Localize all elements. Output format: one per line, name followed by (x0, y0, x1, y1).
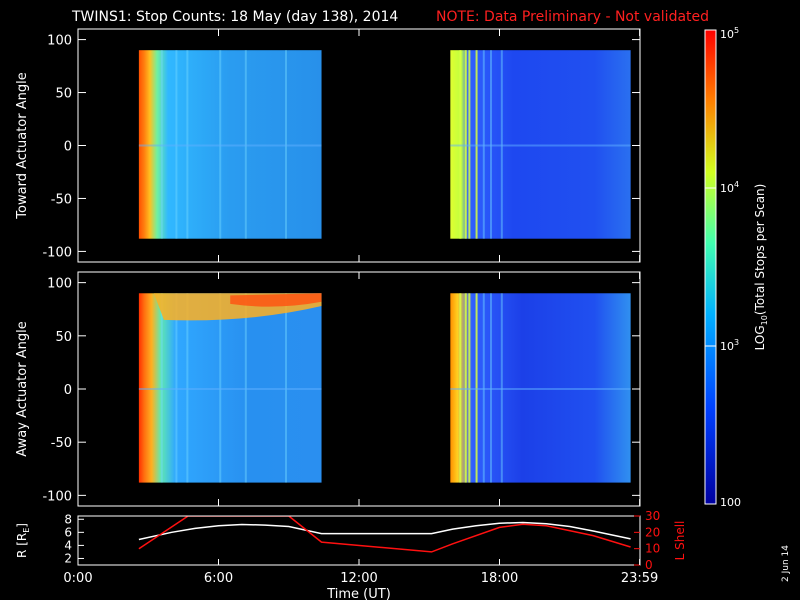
y-tick-label: 4 (64, 538, 72, 552)
y-axis-label-main: R [R (15, 533, 29, 558)
x-tick-label: 12:00 (340, 571, 377, 586)
y-axis-label-close: ] (15, 523, 29, 528)
heatmap-stripe (175, 293, 178, 483)
heatmap-stripe (459, 50, 462, 239)
heatmap-block (450, 50, 631, 239)
toward-angle-panel: 100 50 0 -50 -100 Toward Actuator Angle (15, 28, 641, 263)
x-tick-label: 23:59 (621, 571, 658, 586)
away-angle-panel: 100 50 0 -50 -100 Away Actuator Angle (15, 271, 641, 507)
heatmap-stripe (464, 50, 467, 239)
y-tick-label: 50 (55, 330, 72, 345)
heatmap-stripe (482, 293, 485, 483)
y-tick-label: 100 (47, 277, 72, 292)
heatmap-stripe (500, 50, 503, 239)
y-tick-label: -50 (51, 436, 72, 451)
radius-line (138, 521, 631, 541)
y2-axis-label: L Shell (673, 521, 687, 561)
heatmap-stripe (219, 50, 222, 239)
heatmap-stripe (175, 50, 178, 239)
y-tick-label: 8 (64, 512, 72, 526)
heatmap-block (138, 293, 322, 483)
y-tick-label: 0 (64, 383, 72, 398)
heatmap-stripe (186, 293, 189, 483)
y2-tick-label: 10 (645, 542, 660, 556)
y-tick-label: -100 (42, 489, 72, 504)
heatmap-stripe (489, 50, 492, 239)
data-note: NOTE: Data Preliminary - Not validated (436, 9, 709, 25)
colorbar-tick-label: 100 (720, 496, 741, 509)
zero-angle-streak (450, 388, 631, 390)
chart-title: TWINS1: Stop Counts: 18 May (day 138), 2… (71, 9, 398, 25)
x-tick-label: 0:00 (63, 571, 92, 586)
y-tick-label: 50 (55, 87, 72, 102)
y-tick-label: 2 (64, 551, 72, 565)
y-tick-label: 6 (64, 525, 72, 539)
y2-tick-label: 30 (645, 509, 660, 523)
l-shell-line (138, 516, 631, 553)
heatmap-block (138, 50, 322, 239)
y-axis-label-sub: E (22, 528, 31, 533)
date-stamp: 2 Jun 14 (781, 545, 791, 582)
y-tick-label: -100 (42, 245, 72, 260)
heatmap-stripe (285, 50, 288, 239)
colorbar-tick-base: 10 (720, 182, 734, 195)
colorbar-tick-base: 10 (720, 28, 734, 41)
y-tick-label: 0 (64, 140, 72, 155)
zero-angle-streak (138, 388, 322, 390)
heatmap-stripe (459, 293, 462, 483)
y2-tick-label: 0 (645, 558, 653, 572)
colorbar-label-rest: (Total Stops per Scan) (753, 184, 767, 315)
heatmap-stripe (186, 50, 189, 239)
y-axis-label: R [RE] (15, 523, 31, 558)
colorbar-tick-exp: 5 (734, 26, 739, 35)
heatmap-stripe (160, 50, 163, 239)
y-tick-label: 100 (47, 34, 72, 49)
colorbar-label-sub: 10 (760, 315, 769, 325)
heatmap-stripe (500, 293, 503, 483)
heatmap-block (450, 293, 631, 483)
heatmap-stripe (482, 50, 485, 239)
zero-angle-streak (138, 144, 322, 147)
heatmap-stripe (219, 293, 222, 483)
x-tick-label: 6:00 (204, 571, 233, 586)
colorbar-tick-exp: 3 (734, 338, 739, 347)
x-axis-label: Time (UT) (326, 587, 391, 600)
heatmap-stripe (464, 293, 467, 483)
y2-tick-label: 20 (645, 525, 660, 539)
y-tick-label: -50 (51, 192, 72, 207)
heatmap-stripe (475, 293, 478, 483)
colorbar-tick-base: 100 (720, 496, 741, 509)
heatmap-stripe (244, 50, 247, 239)
heatmap-stripe (285, 293, 288, 483)
y-axis-label: Away Actuator Angle (15, 321, 30, 456)
heatmap-stripe (475, 50, 478, 239)
zero-angle-streak (450, 144, 631, 147)
colorbar-tick-exp: 4 (734, 180, 739, 189)
heatmap-stripe (468, 50, 471, 239)
colorbar-gradient (705, 30, 716, 504)
peak-count-band (230, 293, 322, 307)
y-axis-label: Toward Actuator Angle (15, 72, 30, 219)
colorbar-tick-label: 103 (720, 338, 739, 353)
heatmap-stripe (468, 293, 471, 483)
heatmap-stripe (160, 293, 163, 483)
colorbar-tick-base: 10 (720, 340, 734, 353)
x-tick-label: 18:00 (481, 571, 518, 586)
colorbar-label: LOG10(Total Stops per Scan) (753, 184, 769, 351)
orbit-frame (77, 515, 641, 566)
heatmap-stripe (244, 293, 247, 483)
colorbar-tick-label: 105 (720, 26, 739, 41)
colorbar-tick-label: 104 (720, 180, 739, 195)
colorbar-label-main: LOG (753, 325, 767, 350)
heatmap-stripe (489, 293, 492, 483)
